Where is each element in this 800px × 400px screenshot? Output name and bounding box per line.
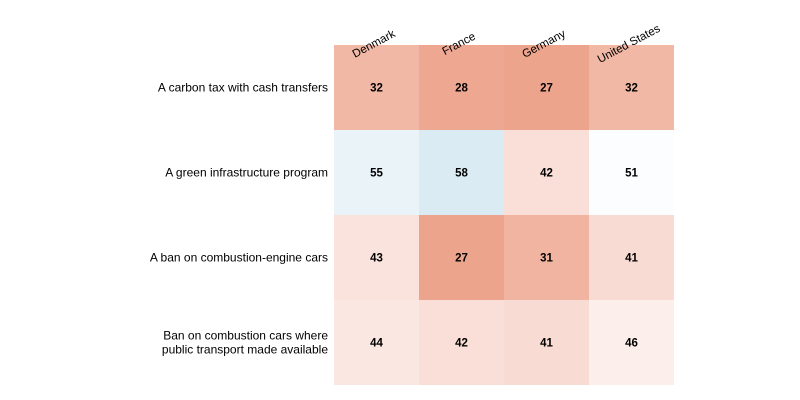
cell-value-label: 58 xyxy=(455,168,468,180)
cell-value-label: 41 xyxy=(625,253,638,265)
heatmap-cell xyxy=(589,300,674,385)
heatmap-cell xyxy=(419,45,504,130)
heatmap-cell xyxy=(504,45,589,130)
heatmap-cell xyxy=(419,130,504,215)
cell-value-label: 42 xyxy=(455,338,468,350)
cell-value-label: 44 xyxy=(370,338,383,350)
heatmap-cell xyxy=(504,130,589,215)
cell-value-label: 28 xyxy=(455,83,468,95)
heatmap-cell xyxy=(419,215,504,300)
cell-value-label: 32 xyxy=(370,83,383,95)
cell-value-label: 46 xyxy=(625,338,638,350)
heatmap-cell xyxy=(504,300,589,385)
cell-value-label: 43 xyxy=(370,253,383,265)
heatmap-cell xyxy=(589,130,674,215)
heatmap-cell xyxy=(334,300,419,385)
row-label: A green infrastructure program xyxy=(165,166,328,180)
row-label: public transport made available xyxy=(162,343,328,357)
cell-value-label: 42 xyxy=(540,168,553,180)
heatmap-cells xyxy=(334,45,674,385)
cell-value-label: 32 xyxy=(625,83,638,95)
row-labels: A carbon tax with cash transfers A green … xyxy=(150,81,328,357)
heatmap-cell xyxy=(334,215,419,300)
heatmap-cell xyxy=(504,215,589,300)
row-label: A carbon tax with cash transfers xyxy=(158,81,328,95)
row-label: A ban on combustion-engine cars xyxy=(150,251,328,265)
heatmap-cell xyxy=(589,45,674,130)
cell-value-label: 55 xyxy=(370,168,383,180)
heatmap-cell xyxy=(419,300,504,385)
cell-value-label: 51 xyxy=(625,168,638,180)
row-label: Ban on combustion cars where xyxy=(163,329,328,343)
heatmap-cell-labels: 32 28 27 32 55 58 42 51 43 27 31 41 44 42 41 46 xyxy=(370,83,638,350)
heatmap-cell xyxy=(589,215,674,300)
cell-value-label: 31 xyxy=(540,253,553,265)
cell-value-label: 27 xyxy=(455,253,468,265)
heatmap-cell xyxy=(334,130,419,215)
cell-value-label: 41 xyxy=(540,338,553,350)
heatmap-cell xyxy=(334,45,419,130)
cell-value-label: 27 xyxy=(540,83,553,95)
